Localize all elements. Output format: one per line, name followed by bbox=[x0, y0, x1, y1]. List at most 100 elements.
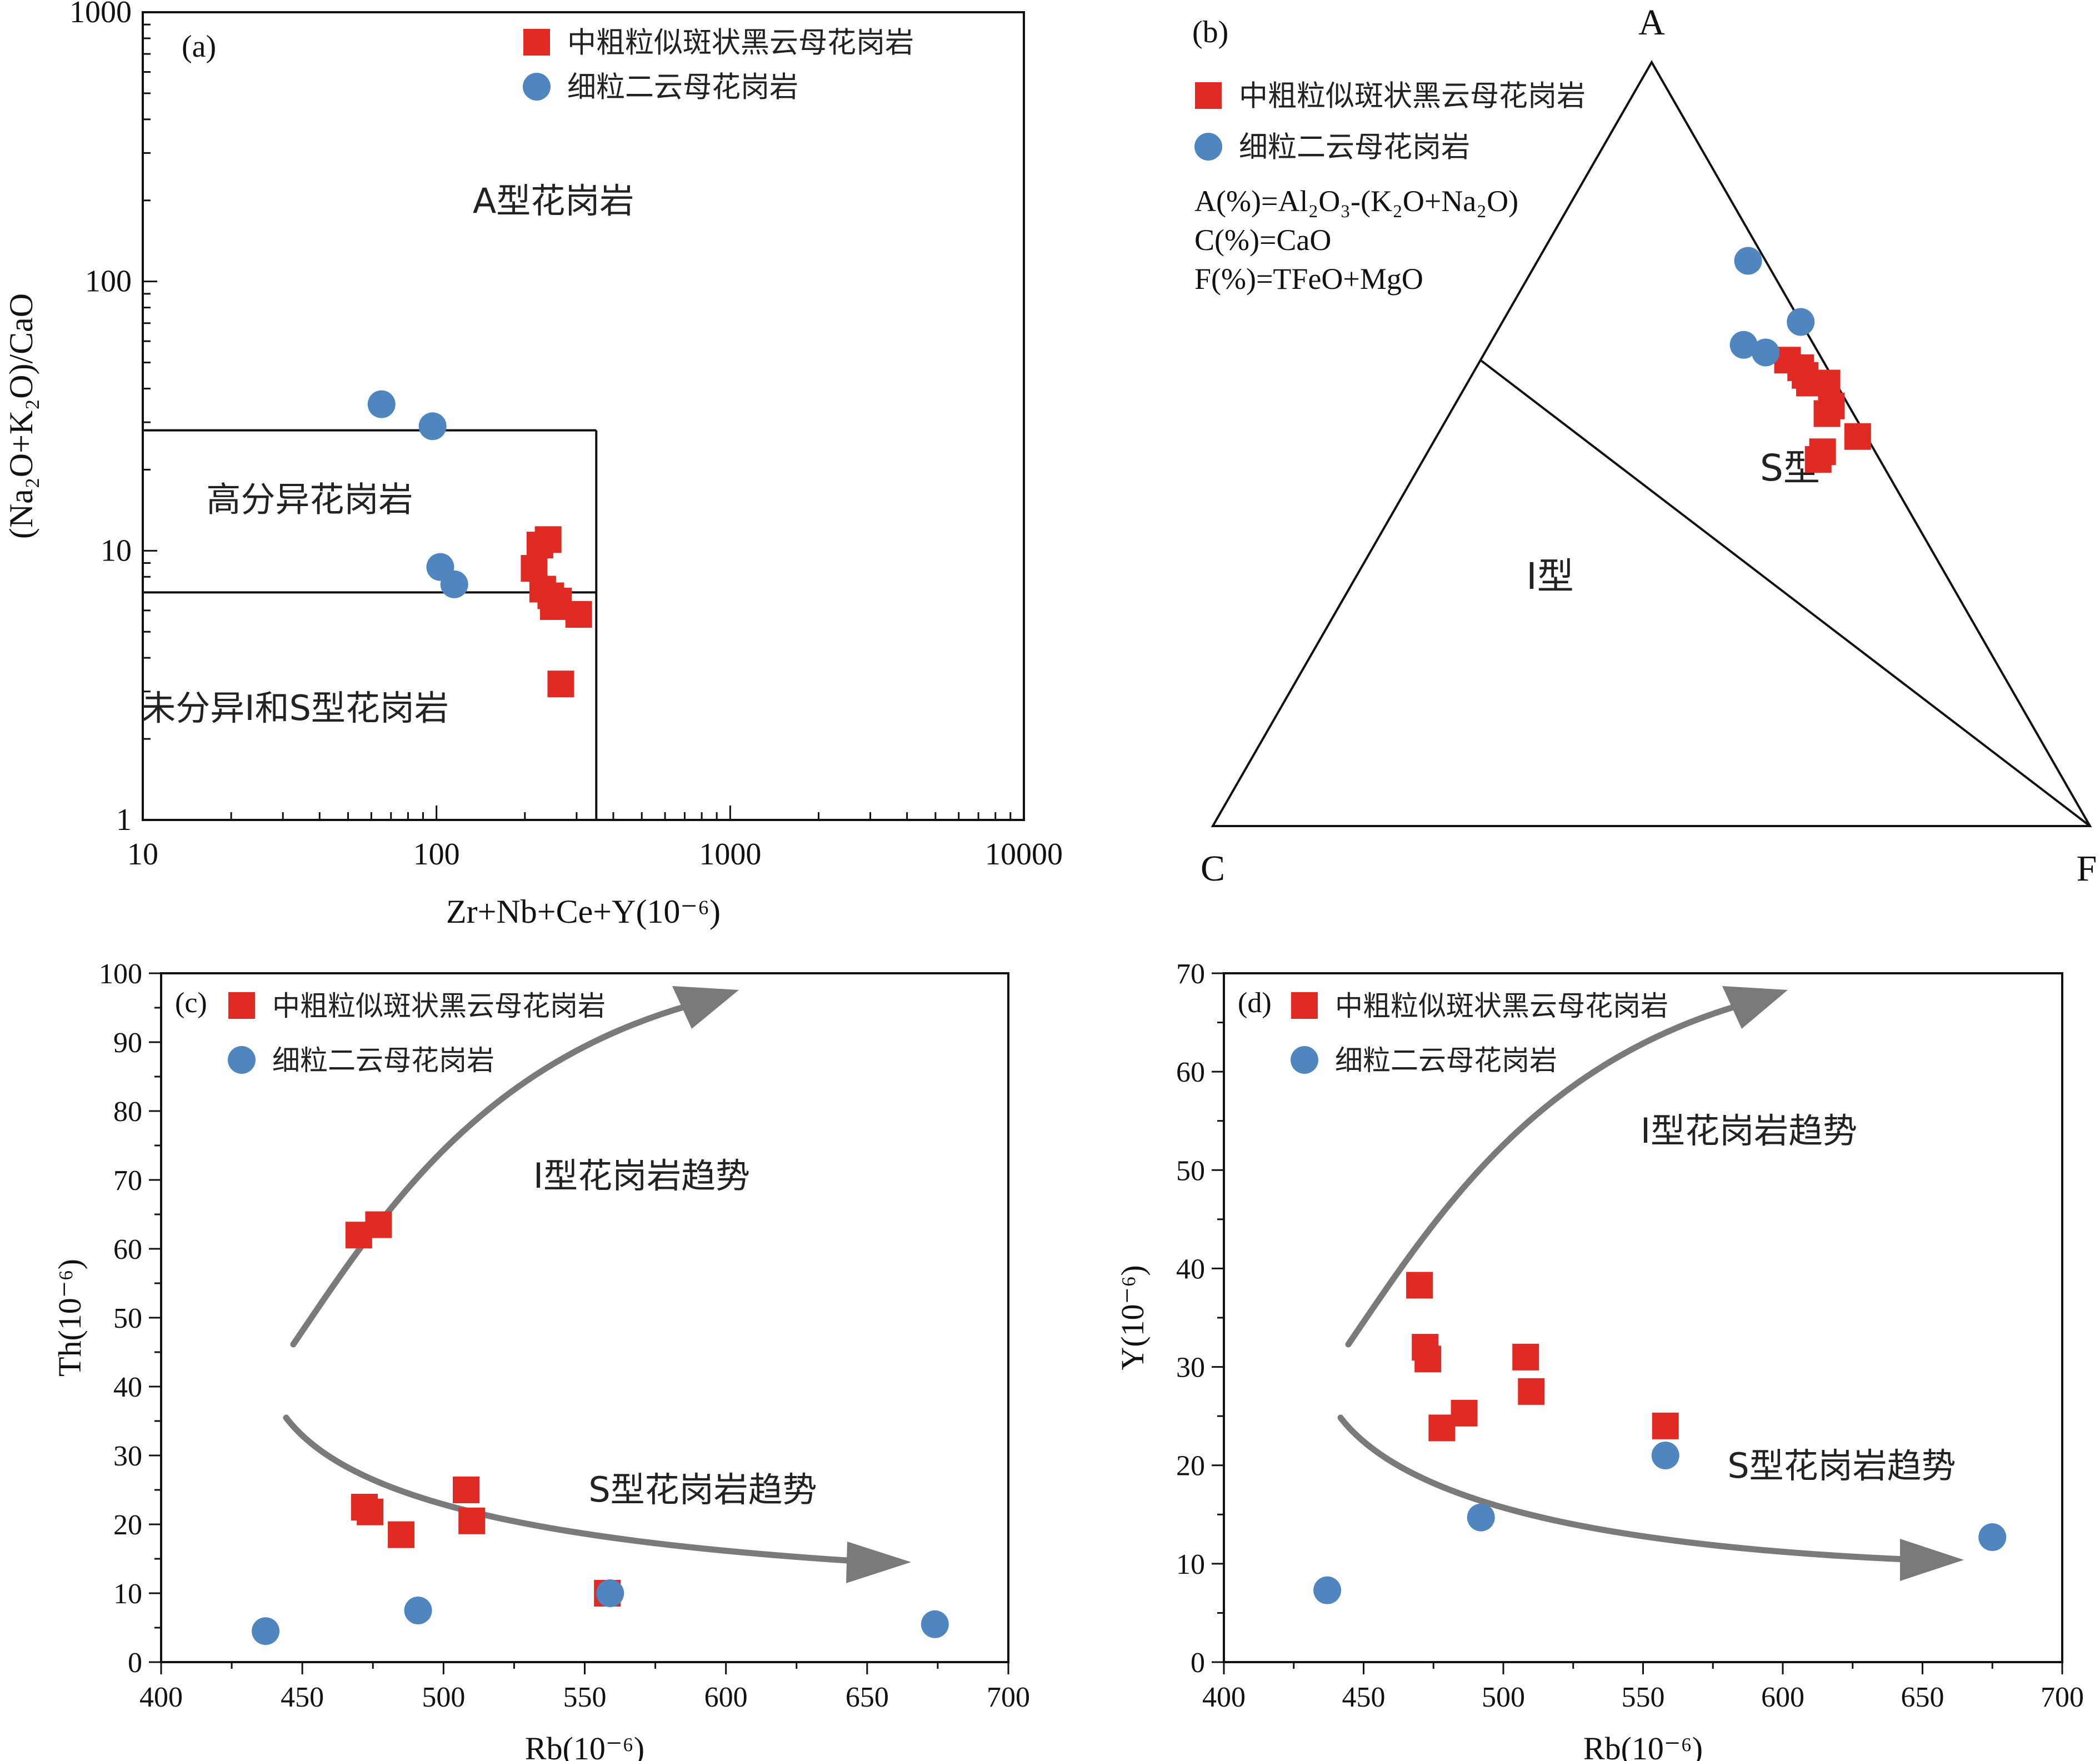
annotation-i-type-trend: I型花岗岩趋势 bbox=[533, 1155, 750, 1196]
data-point-square bbox=[526, 532, 553, 559]
y-tick-label: 50 bbox=[1176, 1155, 1205, 1187]
y-tick-label: 60 bbox=[1176, 1057, 1205, 1088]
data-point-square bbox=[388, 1521, 415, 1548]
annotation-s-type-trend: S型花岗岩趋势 bbox=[588, 1469, 817, 1510]
i-type-trend-arrow bbox=[1345, 1002, 1742, 1348]
y-tick-label: 90 bbox=[113, 1027, 142, 1059]
x-tick-label: 500 bbox=[1482, 1682, 1525, 1713]
data-point-square bbox=[1512, 1343, 1539, 1370]
x-tick-label: 550 bbox=[1622, 1682, 1665, 1713]
panel-a: 10 100 1000 100001101001000Zr+Nb+Ce+Y(10⁻⁶)… bbox=[3, 0, 1063, 930]
x-tick-label: 1000 bbox=[699, 837, 761, 872]
x-axis-label: Zr+Nb+Ce+Y(10⁻⁶) bbox=[446, 893, 721, 930]
data-point-circle bbox=[367, 390, 396, 418]
data-point-square bbox=[458, 1507, 486, 1534]
y-tick-label: 30 bbox=[113, 1440, 142, 1472]
data-point-square bbox=[1428, 1414, 1456, 1442]
legend-marker-blue-circle bbox=[523, 73, 551, 101]
x-tick-label: 550 bbox=[563, 1682, 607, 1713]
legend-marker-red-square bbox=[1195, 82, 1222, 109]
plot-frame-a bbox=[142, 11, 1025, 821]
y-tick-label: 0 bbox=[1191, 1647, 1205, 1679]
y-tick-label: 100 bbox=[99, 958, 142, 990]
data-point-circle bbox=[252, 1617, 280, 1645]
data-point-circle bbox=[1651, 1442, 1679, 1469]
annotation-s-type-trend: S型花岗岩趋势 bbox=[1727, 1445, 1956, 1486]
x-tick-label: 400 bbox=[139, 1682, 183, 1713]
s-type-arrowhead bbox=[846, 1542, 911, 1583]
panel-d: 400 450 500 550 600 650 700 0 10 20 30 40 50 60 70 Rb(1… bbox=[1114, 958, 2084, 1761]
legend-marker-blue-circle bbox=[228, 1046, 256, 1074]
y-tick-label: 0 bbox=[128, 1647, 142, 1679]
data-point-square bbox=[1518, 1378, 1545, 1405]
data-point-circle bbox=[1787, 308, 1815, 336]
data-point-circle bbox=[596, 1579, 624, 1607]
data-point-square bbox=[365, 1211, 392, 1238]
apex-label-f: F bbox=[2077, 848, 2097, 889]
apex-label-a: A bbox=[1638, 2, 1665, 43]
legend-label: 细粒二云母花岗岩 bbox=[1335, 1044, 1557, 1077]
data-point-square bbox=[1804, 446, 1832, 473]
x-tick-label: 100 bbox=[413, 837, 460, 872]
y-tick-label: 1000 bbox=[69, 0, 132, 29]
y-tick-label: 10 bbox=[1176, 1549, 1205, 1580]
y-tick-label: 10 bbox=[101, 533, 132, 568]
i-type-trend-arrow bbox=[290, 1002, 692, 1348]
x-tick-label: 600 bbox=[1761, 1682, 1804, 1713]
i-type-arrowhead bbox=[1722, 986, 1788, 1029]
y-axis-label: Th(10⁻⁶) bbox=[52, 1259, 88, 1377]
data-point-circle bbox=[1313, 1576, 1342, 1604]
legend-marker-blue-circle bbox=[1291, 1046, 1318, 1074]
x-tick-label: 10 bbox=[127, 837, 158, 872]
data-point-square bbox=[540, 593, 567, 620]
legend-label: 中粗粒似斑状黑云母花岗岩 bbox=[567, 27, 914, 60]
data-point-circle bbox=[1467, 1503, 1495, 1532]
x-tick-label: 650 bbox=[1901, 1682, 1944, 1713]
legend-marker-red-square bbox=[1291, 992, 1318, 1019]
region-label-unfractionated: 未分异I和S型花岗岩 bbox=[141, 688, 449, 728]
y-tick-label: 80 bbox=[113, 1096, 142, 1128]
x-tick-label: 700 bbox=[2041, 1682, 2084, 1713]
x-axis-label: Rb(10⁻⁶) bbox=[525, 1730, 644, 1761]
y-tick-label: 40 bbox=[113, 1372, 142, 1403]
y-tick-label: 100 bbox=[85, 264, 132, 299]
legend-marker-blue-circle bbox=[1194, 133, 1222, 161]
data-point-circle bbox=[921, 1610, 949, 1638]
data-point-square bbox=[547, 671, 574, 698]
x-tick-label: 10000 bbox=[985, 837, 1063, 872]
panel-label: (b) bbox=[1192, 15, 1228, 49]
panel-c: 400 450 500 550 600 650 700 0 10 20 30 40 50 60 70 80 90… bbox=[52, 958, 1030, 1761]
data-point-circle bbox=[440, 570, 468, 598]
x-tick-label: 600 bbox=[704, 1682, 748, 1713]
y-tick-label: 20 bbox=[113, 1509, 142, 1541]
legend-marker-red-square bbox=[228, 992, 255, 1019]
y-tick-label: 60 bbox=[113, 1234, 142, 1265]
s-type-arrowhead bbox=[1900, 1539, 1964, 1581]
legend-label: 中粗粒似斑状黑云母花岗岩 bbox=[272, 990, 606, 1022]
x-tick-label: 650 bbox=[846, 1682, 889, 1713]
x-tick-label: 400 bbox=[1202, 1682, 1246, 1713]
y-axis-label: (Na₂O+K₂O)/CaO bbox=[3, 293, 39, 539]
data-point-square bbox=[1414, 1345, 1442, 1373]
formula-text: A(%)=Al₂O₃-(K₂O+Na₂O) bbox=[1194, 184, 1518, 218]
apex-label-c: C bbox=[1201, 848, 1225, 889]
region-label-fractionated: 高分异花岗岩 bbox=[206, 479, 413, 520]
panel-label: (d) bbox=[1238, 987, 1272, 1019]
x-tick-label: 500 bbox=[422, 1682, 465, 1713]
data-point-square bbox=[1406, 1272, 1433, 1299]
data-point-circle bbox=[1752, 338, 1780, 367]
s-type-trend-arrow bbox=[1337, 1414, 1909, 1563]
x-tick-label: 450 bbox=[281, 1682, 324, 1713]
y-tick-label: 70 bbox=[1176, 958, 1205, 990]
formula-text: F(%)=TFeO+MgO bbox=[1194, 262, 1423, 296]
x-tick-label: 450 bbox=[1342, 1682, 1386, 1713]
legend-label: 中粗粒似斑状黑云母花岗岩 bbox=[1335, 990, 1668, 1022]
y-tick-label: 1 bbox=[116, 803, 132, 837]
legend-label: 中粗粒似斑状黑云母花岗岩 bbox=[1239, 80, 1586, 113]
ternary-triangle bbox=[1211, 59, 2092, 827]
y-tick-label: 20 bbox=[1176, 1450, 1205, 1482]
y-tick-label: 50 bbox=[113, 1303, 142, 1334]
